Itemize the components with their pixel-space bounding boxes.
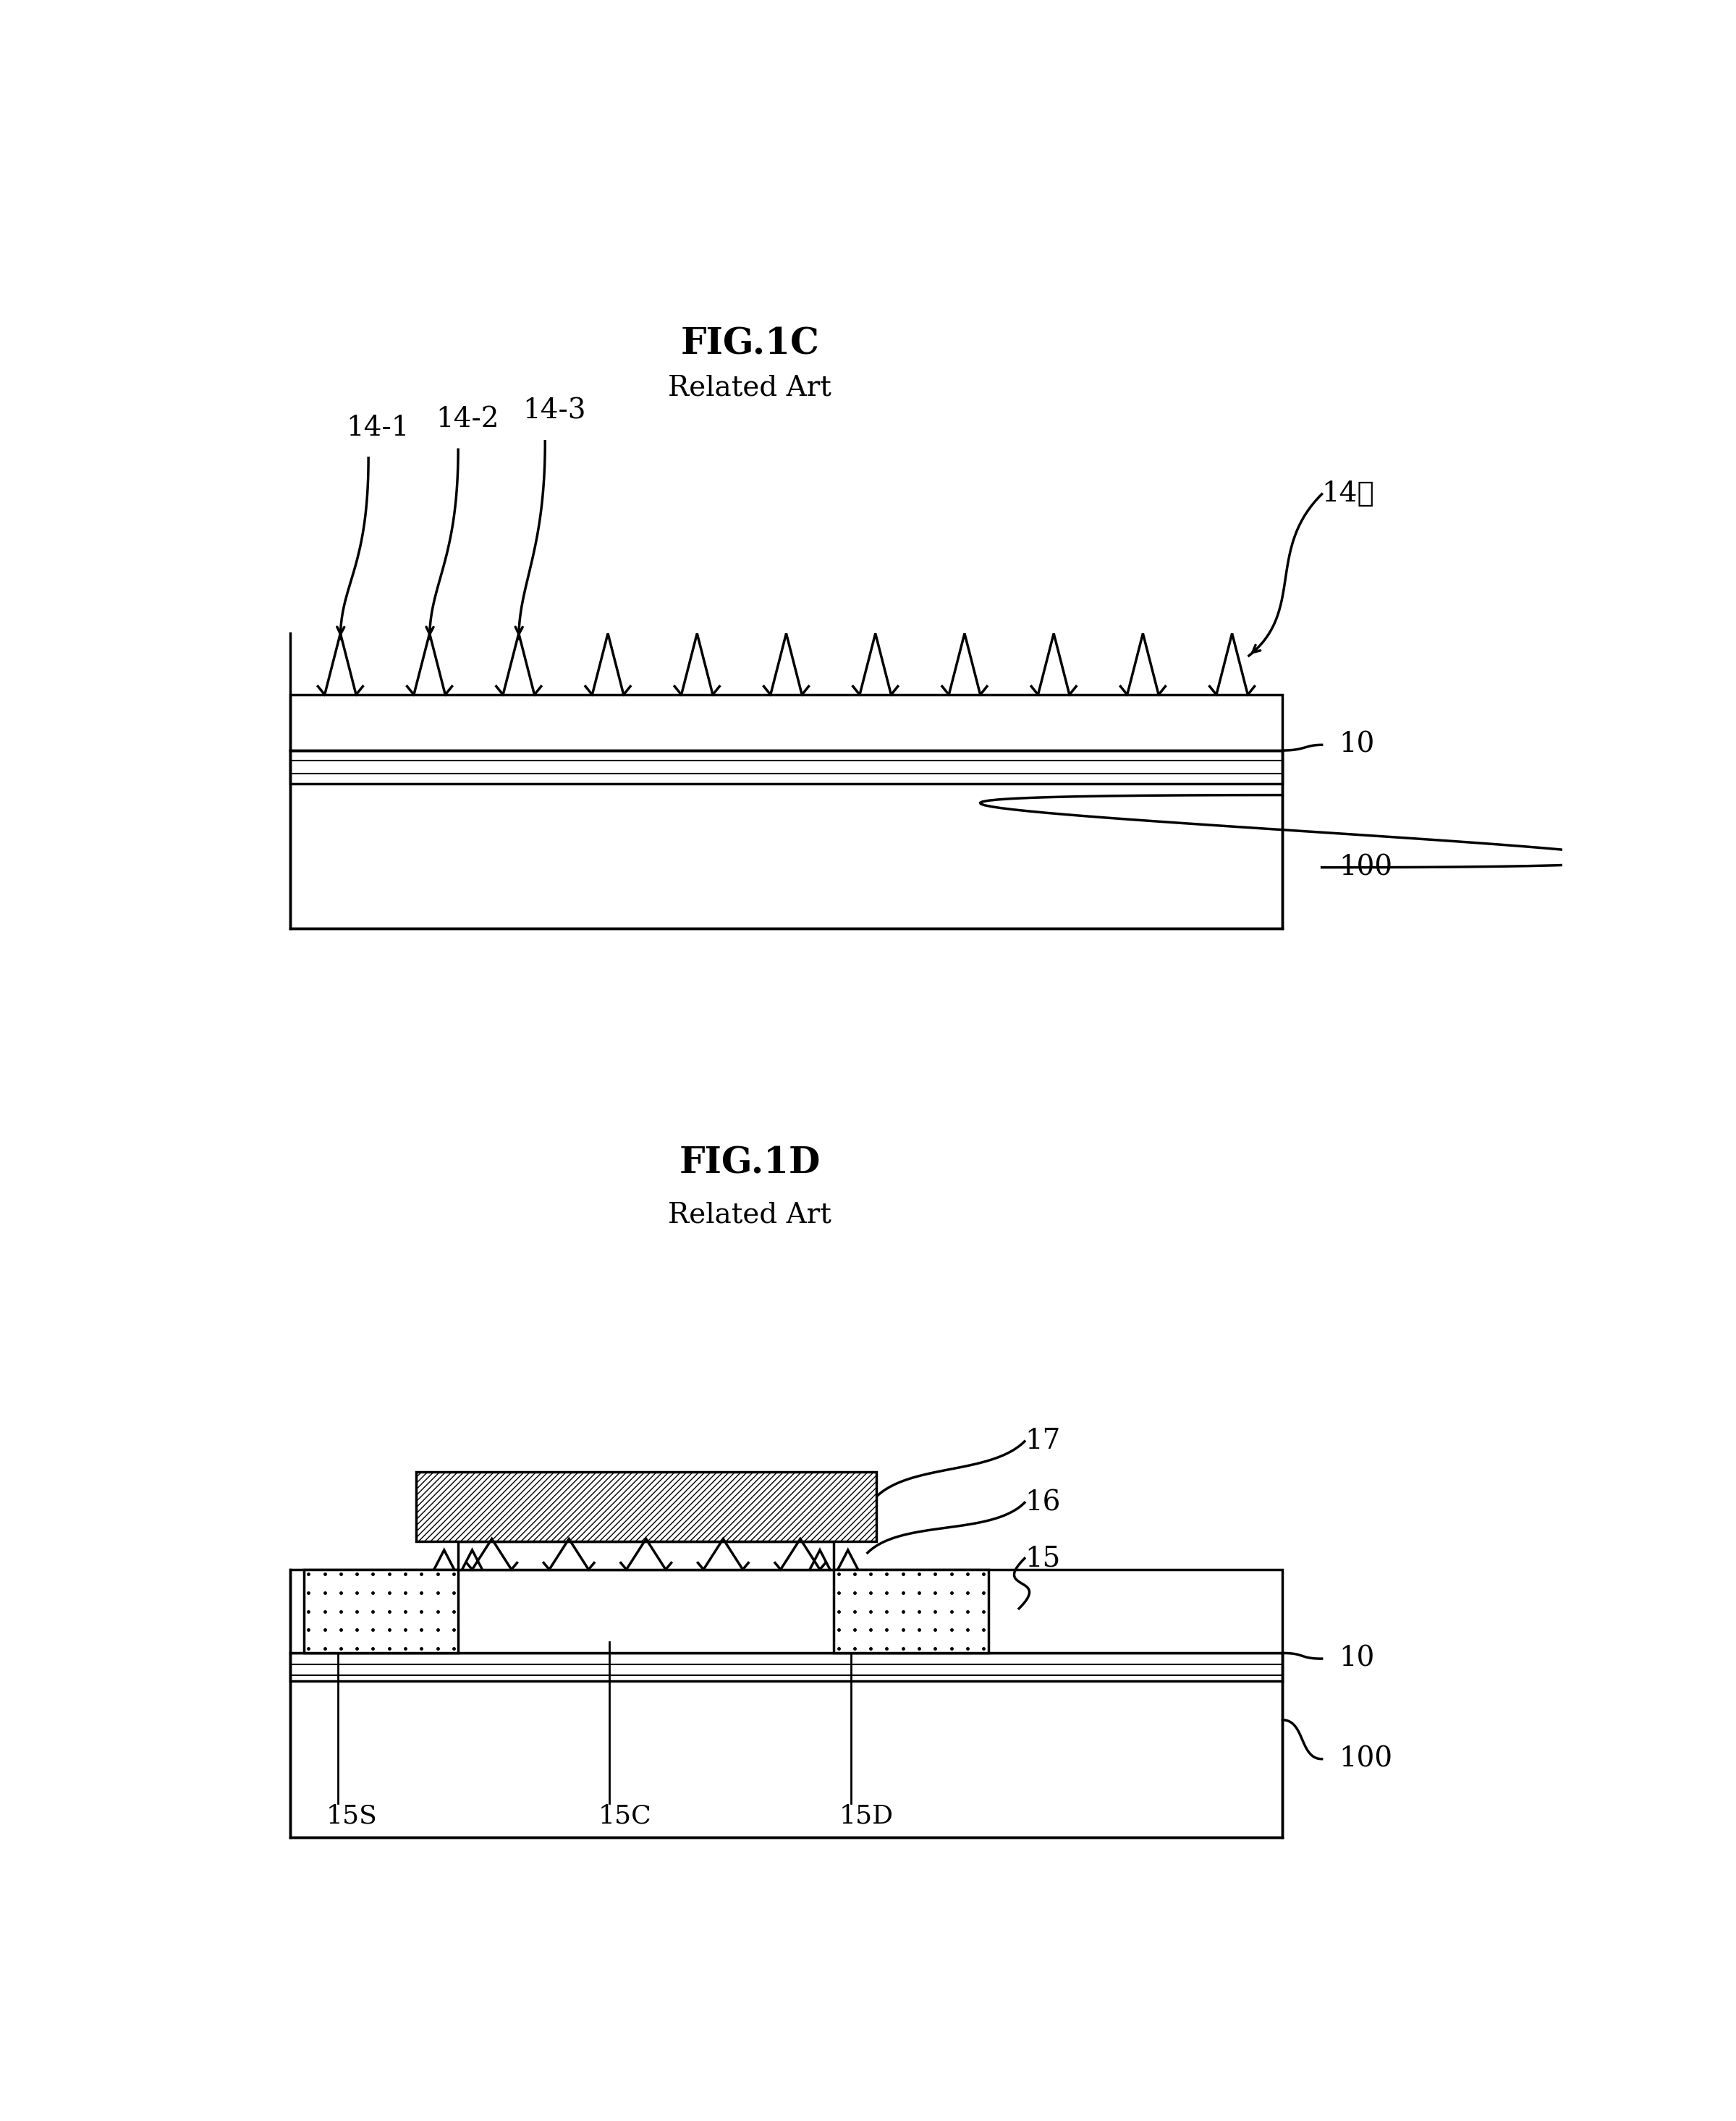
Bar bbox=[458, 1542, 833, 1570]
Text: 15D: 15D bbox=[840, 1803, 894, 1828]
Bar bbox=[290, 751, 1283, 929]
Text: 15C: 15C bbox=[599, 1803, 651, 1828]
Text: 10: 10 bbox=[1338, 732, 1375, 757]
Text: 100: 100 bbox=[1338, 1746, 1392, 1773]
Bar bbox=[290, 1570, 1283, 1652]
Text: 17: 17 bbox=[1024, 1427, 1061, 1455]
Bar bbox=[290, 1652, 1283, 1682]
Text: 10: 10 bbox=[1338, 1646, 1375, 1671]
Text: 15S: 15S bbox=[326, 1803, 377, 1828]
Text: FIG.1D: FIG.1D bbox=[679, 1145, 821, 1181]
Bar bbox=[304, 1570, 458, 1652]
Text: 14-3: 14-3 bbox=[523, 399, 587, 424]
Text: Related Art: Related Art bbox=[668, 1203, 832, 1228]
Text: 16: 16 bbox=[1024, 1489, 1061, 1517]
Text: FIG.1C: FIG.1C bbox=[681, 327, 819, 363]
Text: 100: 100 bbox=[1338, 855, 1392, 880]
Bar bbox=[290, 1652, 1283, 1837]
Text: Related Art: Related Art bbox=[668, 373, 832, 401]
Text: 14-2: 14-2 bbox=[436, 405, 498, 433]
Bar bbox=[833, 1570, 988, 1652]
Text: 15: 15 bbox=[1024, 1544, 1061, 1572]
Text: 14ℓ: 14ℓ bbox=[1321, 481, 1375, 507]
Bar bbox=[417, 1472, 877, 1542]
Bar bbox=[290, 751, 1283, 785]
Bar bbox=[290, 696, 1283, 751]
Text: 14-1: 14-1 bbox=[345, 414, 410, 441]
